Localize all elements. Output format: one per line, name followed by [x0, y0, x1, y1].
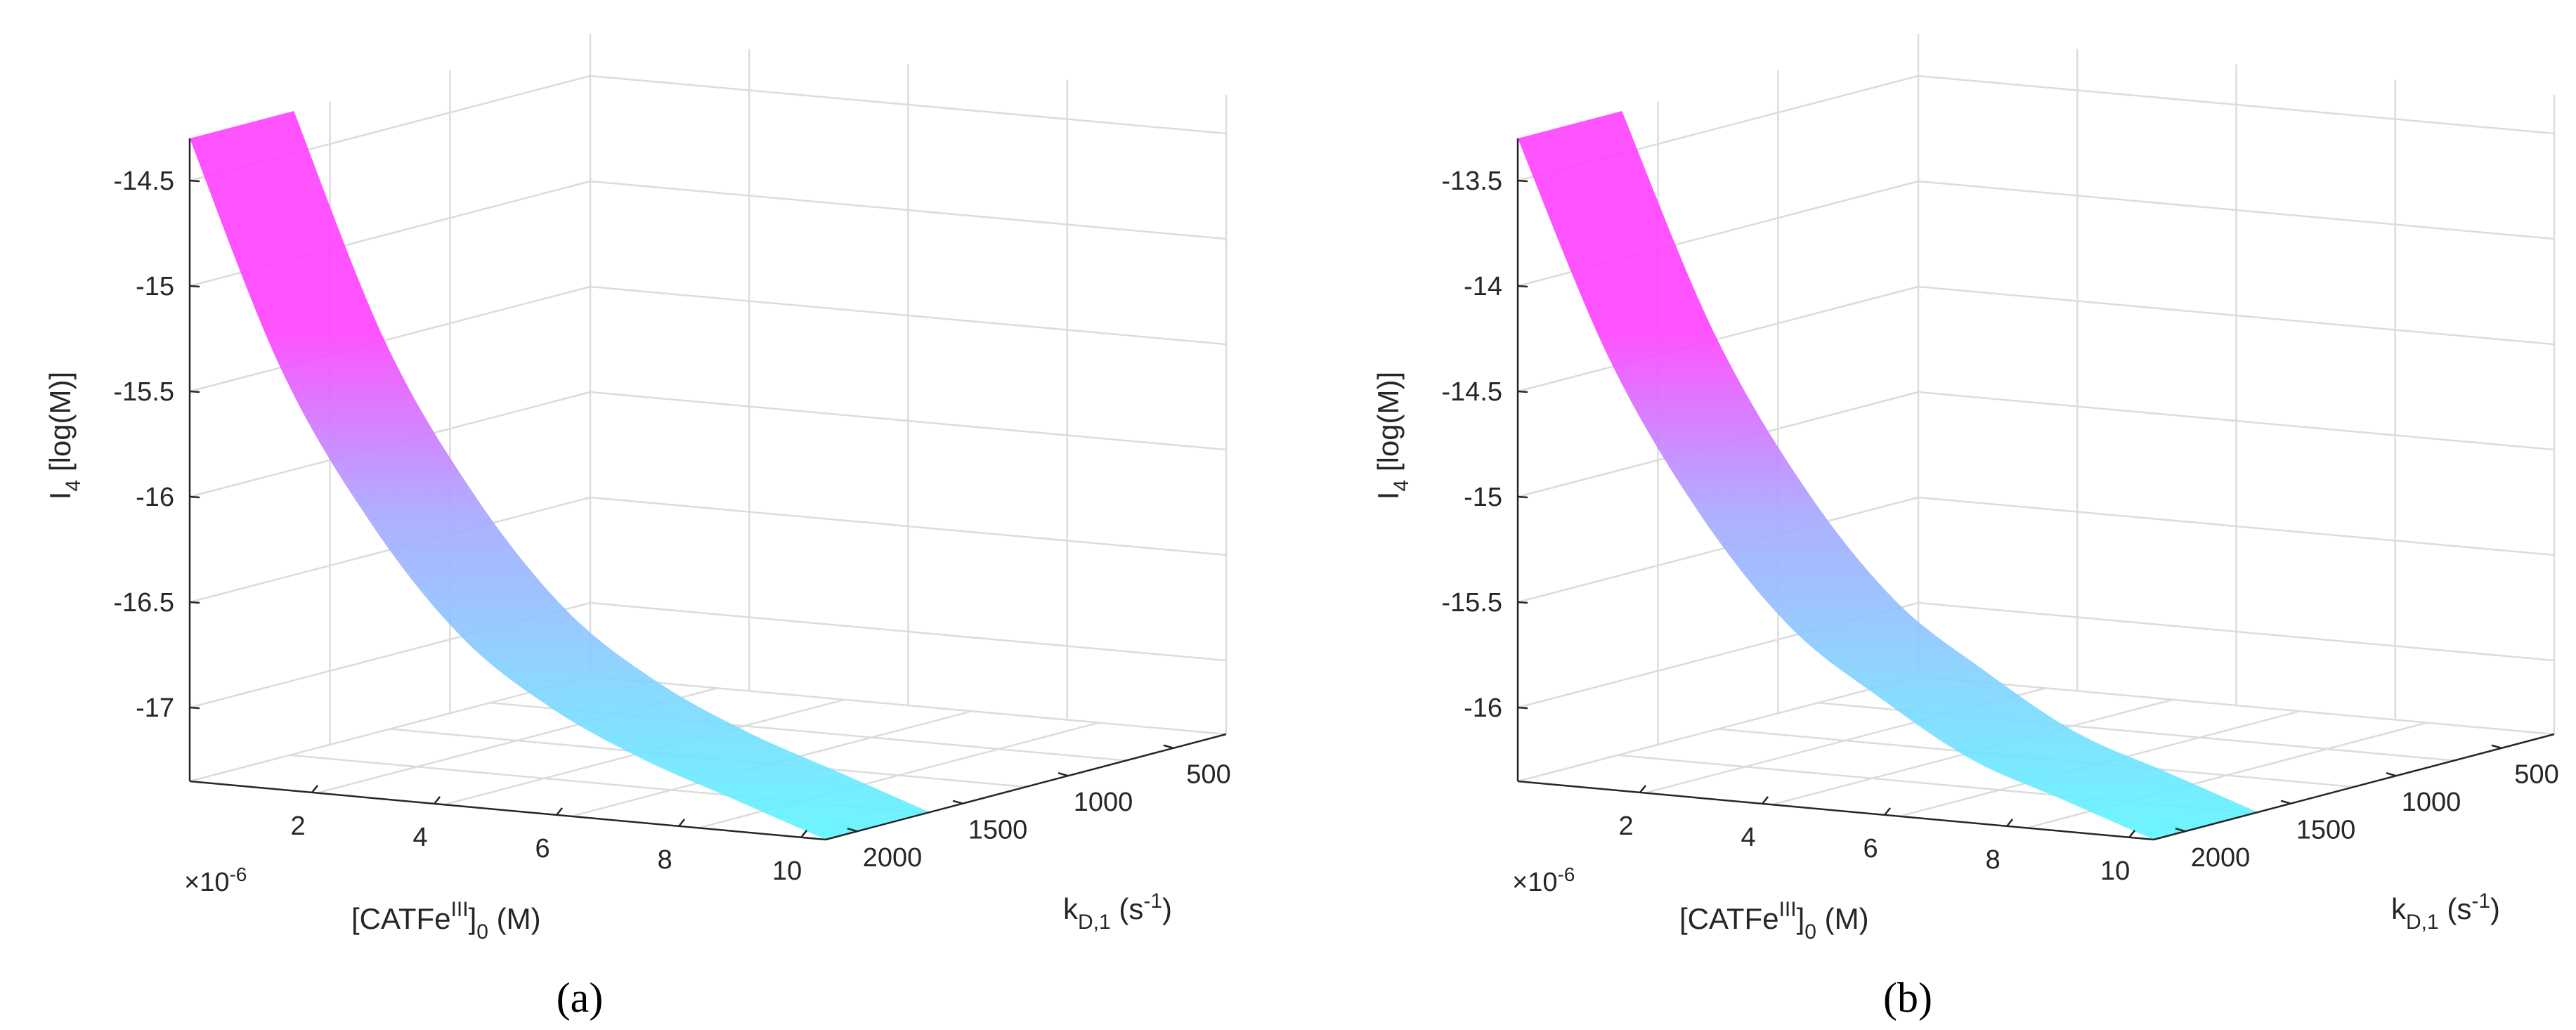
- z-axis-title: I4 [log(M)]: [44, 372, 85, 500]
- z-tick-label: -15: [1464, 483, 1502, 512]
- z-tick-label: -16.5: [113, 588, 174, 618]
- x-tick-label: 8: [658, 845, 672, 875]
- y-tick: [2280, 800, 2291, 804]
- y-axis-title: kD,1 (s-1): [2391, 889, 2500, 934]
- chart-panel-b: -13.5 -14 -14.5 -15 -15.5 -16 2 4 6 8 10 500 1000 150…: [1372, 34, 2559, 1021]
- y-tick-label: 2000: [863, 843, 923, 873]
- x-axis-title: [CATFeIII]0 (M): [1679, 898, 1869, 944]
- x-tick: [434, 796, 441, 804]
- y-tick: [2491, 744, 2502, 749]
- x-multiplier-label: ×10-6: [184, 863, 247, 897]
- z-tick-label: -13.5: [1441, 167, 1502, 196]
- x-multiplier-label: ×10-6: [1512, 863, 1575, 897]
- y-tick: [2386, 772, 2397, 777]
- grid-line: [1918, 601, 2555, 662]
- x-tick-label: 2: [1618, 811, 1633, 841]
- x-tick: [311, 785, 319, 793]
- y-tick: [952, 800, 963, 804]
- x-tick-label: 10: [772, 856, 802, 886]
- x-tick: [2006, 819, 2014, 827]
- y-axis-line: [825, 733, 1227, 841]
- z-tick-label: -15: [136, 272, 174, 301]
- z-tick-label: -17: [136, 693, 174, 723]
- x-tick: [2128, 830, 2136, 838]
- grid-line: [189, 285, 591, 393]
- y-tick: [1058, 772, 1069, 777]
- grid-line: [590, 285, 1227, 346]
- y-tick-label: 1500: [2296, 816, 2356, 845]
- grid-line: [1918, 675, 2555, 736]
- grid-line: [189, 675, 591, 783]
- x-tick: [678, 819, 686, 827]
- surface-mesh: [1518, 111, 2258, 840]
- y-tick: [847, 827, 858, 833]
- x-tick: [556, 807, 564, 816]
- panel-label: (b): [1883, 974, 1932, 1021]
- y-tick-label: 500: [2514, 760, 2558, 790]
- z-axis-title: I4 [log(M)]: [1372, 372, 1413, 500]
- surface-mesh: [190, 111, 930, 840]
- x-axis-title: [CATFeIII]0 (M): [351, 898, 541, 944]
- z-tick: [189, 285, 200, 288]
- grid-line: [590, 675, 1227, 736]
- y-axis-title: kD,1 (s-1): [1063, 889, 1172, 934]
- z-tick: [1517, 285, 1528, 288]
- grid-line: [1918, 496, 2555, 556]
- x-tick-label: 4: [1741, 823, 1756, 852]
- z-tick: [189, 390, 200, 393]
- y-tick: [2175, 827, 2186, 833]
- y-tick: [1163, 744, 1174, 749]
- y-axis-line: [2153, 733, 2555, 841]
- z-tick: [189, 601, 200, 604]
- x-tick: [800, 830, 808, 838]
- y-tick-label: 1000: [2402, 788, 2461, 817]
- grid-line: [1918, 180, 2555, 240]
- y-tick-label: 500: [1186, 760, 1230, 790]
- grid-line: [590, 180, 1227, 240]
- x-axis-line: [1517, 780, 2154, 841]
- x-tick-label: 10: [2100, 856, 2130, 886]
- grid-line: [1918, 391, 2555, 451]
- x-tick-label: 6: [535, 834, 550, 863]
- z-tick-label: -16: [136, 483, 174, 512]
- z-tick-label: -16: [1464, 693, 1502, 723]
- grid-line: [590, 391, 1227, 451]
- x-tick-label: 8: [1986, 845, 2001, 875]
- z-tick-label: -14: [1464, 272, 1502, 301]
- y-tick-label: 2000: [2191, 843, 2251, 873]
- grid-line: [1517, 285, 1919, 393]
- z-tick-label: -14.5: [1441, 377, 1502, 407]
- x-tick: [1884, 807, 1892, 816]
- x-axis-line: [189, 780, 826, 841]
- grid-line: [1517, 496, 1919, 604]
- x-tick-label: 2: [290, 811, 305, 841]
- grid-line: [1918, 285, 2555, 346]
- x-tick-label: 6: [1863, 834, 1878, 863]
- z-tick-label: -15.5: [113, 377, 174, 407]
- chart-panel-a: -14.5 -15 -15.5 -16 -16.5 -17 2 4 6 8 10 500 1000 150…: [44, 34, 1231, 1021]
- x-tick-label: 4: [413, 823, 428, 852]
- z-tick: [1517, 601, 1528, 604]
- z-tick-label: -15.5: [1441, 588, 1502, 618]
- panel-label: (a): [557, 974, 604, 1021]
- grid-line: [590, 74, 1227, 135]
- grid-line: [590, 601, 1227, 662]
- grid-line: [1918, 74, 2555, 135]
- grid-line: [1517, 675, 1919, 783]
- z-tick: [1517, 390, 1528, 393]
- y-tick-label: 1500: [968, 816, 1028, 845]
- x-tick: [1639, 785, 1647, 793]
- grid-line: [590, 496, 1227, 556]
- y-tick-label: 1000: [1074, 788, 1133, 817]
- z-tick-label: -14.5: [113, 167, 174, 196]
- x-tick: [1762, 796, 1769, 804]
